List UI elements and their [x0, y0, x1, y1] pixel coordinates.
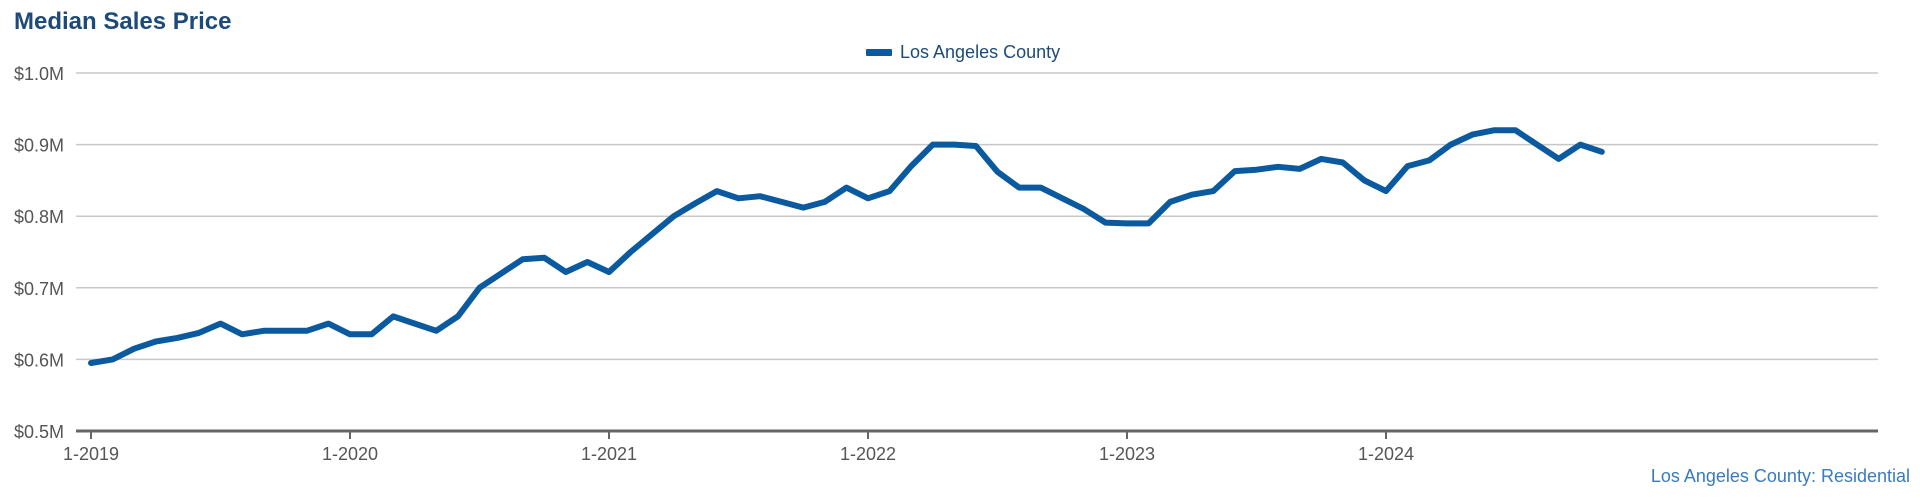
- y-tick-label: $0.9M: [14, 136, 64, 156]
- data-point[interactable]: [239, 331, 245, 337]
- x-tick-label: 1-2023: [1099, 444, 1155, 464]
- data-point[interactable]: [692, 200, 698, 206]
- data-point[interactable]: [498, 271, 504, 276]
- x-tick-label: 1-2019: [63, 444, 119, 464]
- data-point[interactable]: [930, 142, 936, 148]
- y-tick-label: $0.8M: [14, 207, 64, 227]
- data-point[interactable]: [477, 285, 482, 291]
- data-point[interactable]: [779, 199, 785, 205]
- data-point[interactable]: [412, 321, 418, 327]
- data-point[interactable]: [1361, 177, 1367, 183]
- data-point[interactable]: [714, 188, 720, 194]
- data-point[interactable]: [908, 163, 914, 169]
- data-point[interactable]: [218, 321, 223, 327]
- data-point[interactable]: [843, 185, 849, 191]
- data-point[interactable]: [455, 313, 461, 319]
- x-tick-label: 1-2021: [581, 444, 637, 464]
- data-point[interactable]: [1232, 168, 1238, 174]
- data-point[interactable]: [153, 339, 159, 344]
- data-point[interactable]: [1016, 185, 1022, 191]
- data-point[interactable]: [1340, 160, 1346, 165]
- data-point[interactable]: [1254, 167, 1259, 173]
- data-point[interactable]: [1318, 156, 1324, 162]
- data-point[interactable]: [282, 328, 288, 334]
- legend-label: Los Angeles County: [900, 42, 1061, 62]
- data-point[interactable]: [1556, 156, 1562, 162]
- series-layer: [88, 127, 1605, 366]
- data-point[interactable]: [1059, 195, 1065, 201]
- data-point[interactable]: [1426, 157, 1432, 163]
- data-point[interactable]: [196, 330, 202, 336]
- data-point[interactable]: [887, 188, 893, 194]
- data-point[interactable]: [304, 328, 310, 334]
- x-tick-label: 1-2022: [840, 444, 896, 464]
- x-tick-label: 1-2024: [1358, 444, 1414, 464]
- source-label: Los Angeles County: Residential: [1650, 466, 1910, 486]
- data-point[interactable]: [369, 331, 375, 337]
- data-point[interactable]: [325, 321, 331, 327]
- data-point[interactable]: [1275, 164, 1281, 170]
- y-tick-label: $0.5M: [14, 422, 64, 442]
- data-point[interactable]: [347, 331, 353, 337]
- data-point[interactable]: [1210, 188, 1216, 194]
- data-point[interactable]: [1577, 142, 1583, 148]
- data-point[interactable]: [1448, 142, 1454, 148]
- data-point[interactable]: [865, 195, 871, 201]
- data-point[interactable]: [1081, 206, 1087, 212]
- data-point[interactable]: [110, 356, 116, 362]
- x-tick-label: 1-2020: [322, 444, 378, 464]
- axis-layer: $0.5M $0.6M $0.7M $0.8M $0.9M $1.0M 1-2019 1-20…: [14, 64, 1878, 464]
- data-point[interactable]: [433, 328, 439, 334]
- data-point[interactable]: [951, 142, 957, 148]
- data-point[interactable]: [649, 231, 655, 237]
- data-point[interactable]: [1297, 166, 1303, 172]
- y-tick-label: $1.0M: [14, 64, 64, 84]
- data-point[interactable]: [1146, 220, 1152, 226]
- data-point[interactable]: [671, 213, 677, 219]
- data-point[interactable]: [628, 249, 634, 255]
- grid-layer: [76, 72, 1878, 361]
- data-point[interactable]: [520, 256, 526, 262]
- data-point[interactable]: [584, 259, 590, 265]
- data-point[interactable]: [541, 255, 547, 261]
- data-point[interactable]: [1534, 142, 1540, 148]
- data-point[interactable]: [88, 360, 94, 366]
- data-point[interactable]: [390, 313, 396, 319]
- data-point[interactable]: [1491, 127, 1497, 133]
- data-point[interactable]: [1405, 163, 1411, 169]
- data-point[interactable]: [1599, 149, 1605, 155]
- data-point[interactable]: [1189, 192, 1195, 198]
- series-line[interactable]: [88, 127, 1605, 366]
- data-point[interactable]: [606, 269, 612, 275]
- data-point[interactable]: [973, 143, 979, 149]
- legend[interactable]: Los Angeles County: [866, 42, 1060, 63]
- data-point[interactable]: [1469, 132, 1475, 138]
- data-point[interactable]: [1124, 220, 1130, 226]
- data-point[interactable]: [1513, 127, 1518, 133]
- data-point[interactable]: [174, 335, 180, 341]
- data-point[interactable]: [822, 199, 828, 205]
- chart-title: Median Sales Price: [14, 8, 232, 35]
- data-point[interactable]: [1102, 220, 1108, 226]
- data-point[interactable]: [261, 328, 267, 334]
- data-point[interactable]: [563, 269, 569, 275]
- data-point[interactable]: [1167, 199, 1173, 205]
- y-tick-label: $0.7M: [14, 279, 64, 299]
- data-point[interactable]: [736, 195, 741, 201]
- data-point[interactable]: [995, 169, 1000, 175]
- data-point[interactable]: [131, 346, 137, 352]
- data-point[interactable]: [1038, 185, 1044, 191]
- legend-swatch: [866, 49, 892, 56]
- data-point[interactable]: [1383, 188, 1389, 194]
- data-point[interactable]: [800, 205, 806, 211]
- y-tick-label: $0.6M: [14, 350, 64, 370]
- data-point[interactable]: [757, 193, 763, 199]
